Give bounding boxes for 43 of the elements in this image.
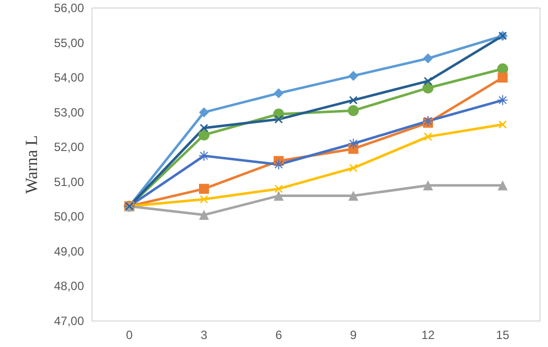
point xyxy=(349,96,358,104)
y-tick-label: 56,00 xyxy=(54,1,84,15)
point xyxy=(349,164,358,172)
point xyxy=(348,70,358,81)
point xyxy=(274,115,283,124)
point xyxy=(423,180,433,190)
x-tick-label: 6 xyxy=(275,328,282,342)
point xyxy=(274,88,284,98)
y-tick-label: 52,00 xyxy=(54,140,84,154)
point xyxy=(199,107,209,118)
point xyxy=(348,105,359,116)
y-tick-label: 51,00 xyxy=(54,174,84,189)
point xyxy=(498,180,508,190)
x-tick-label: 0 xyxy=(126,328,133,342)
y-tick-label: 54,00 xyxy=(54,70,84,85)
point xyxy=(274,190,284,201)
point xyxy=(200,195,208,204)
x-tick-label: 9 xyxy=(350,328,357,342)
point xyxy=(348,190,358,201)
point xyxy=(348,138,358,149)
x-tick-label: 15 xyxy=(496,328,510,342)
x-tick-label: 3 xyxy=(200,328,208,342)
y-axis-title: Warna L xyxy=(22,135,41,194)
y-tick-label: 53,00 xyxy=(54,105,84,120)
point xyxy=(498,95,508,106)
y-tick-label: 49,00 xyxy=(54,244,84,258)
y-tick-label: 48,00 xyxy=(54,279,84,294)
point xyxy=(423,53,433,64)
x-tick-label: 12 xyxy=(421,328,435,342)
y-tick-label: 47,00 xyxy=(54,314,84,328)
point xyxy=(274,160,284,170)
point xyxy=(199,210,209,220)
point xyxy=(199,150,209,161)
y-tick-label: 55,00 xyxy=(54,36,84,50)
point xyxy=(199,184,209,194)
y-tick-label: 50,00 xyxy=(54,210,84,224)
point xyxy=(200,124,208,132)
point xyxy=(422,82,434,94)
point xyxy=(424,77,432,86)
point xyxy=(198,129,210,140)
point xyxy=(498,72,508,83)
point xyxy=(498,120,507,129)
point xyxy=(424,132,432,141)
